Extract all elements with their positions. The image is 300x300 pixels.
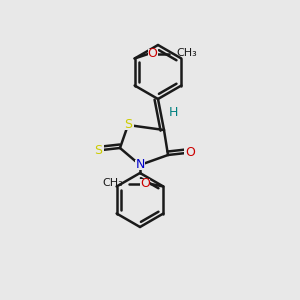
Text: S: S xyxy=(124,118,132,131)
Text: N: N xyxy=(135,158,145,172)
Text: CH₃: CH₃ xyxy=(177,49,197,58)
FancyBboxPatch shape xyxy=(92,145,104,155)
FancyBboxPatch shape xyxy=(140,178,150,188)
Text: O: O xyxy=(185,146,195,160)
Text: CH₃: CH₃ xyxy=(103,178,123,188)
Text: O: O xyxy=(148,47,158,60)
FancyBboxPatch shape xyxy=(168,108,178,117)
Text: O: O xyxy=(140,177,150,190)
FancyBboxPatch shape xyxy=(135,160,145,170)
Text: H: H xyxy=(168,106,178,119)
Text: S: S xyxy=(94,143,102,157)
FancyBboxPatch shape xyxy=(148,49,158,58)
FancyBboxPatch shape xyxy=(184,148,196,158)
FancyBboxPatch shape xyxy=(122,120,134,130)
